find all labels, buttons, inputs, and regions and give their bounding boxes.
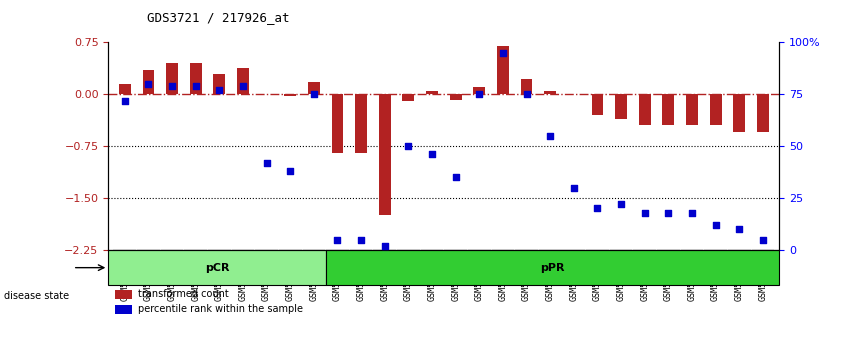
- Point: [236, 83, 250, 89]
- Point: [685, 210, 699, 215]
- Bar: [284, 94, 296, 96]
- Bar: [237, 68, 249, 94]
- Bar: [734, 94, 745, 132]
- Text: percentile rank within the sample: percentile rank within the sample: [139, 304, 303, 314]
- Point: [756, 237, 770, 242]
- Point: [165, 83, 179, 89]
- Point: [402, 143, 416, 149]
- Bar: [591, 94, 604, 115]
- Bar: [308, 82, 320, 94]
- Bar: [119, 84, 131, 94]
- FancyBboxPatch shape: [326, 250, 779, 285]
- Bar: [378, 94, 391, 215]
- Bar: [544, 91, 556, 94]
- Point: [591, 206, 604, 211]
- Point: [260, 160, 274, 166]
- Bar: [190, 63, 202, 94]
- Point: [708, 222, 722, 228]
- Point: [212, 87, 226, 93]
- Point: [520, 91, 533, 97]
- Point: [662, 210, 675, 215]
- Bar: [520, 79, 533, 94]
- Point: [425, 152, 439, 157]
- Bar: [213, 74, 225, 94]
- Bar: [497, 46, 509, 94]
- Point: [283, 168, 297, 174]
- Point: [637, 210, 651, 215]
- Bar: [686, 94, 698, 125]
- Point: [118, 98, 132, 103]
- Point: [354, 237, 368, 242]
- Bar: [449, 94, 462, 100]
- Bar: [332, 94, 344, 153]
- Point: [307, 91, 320, 97]
- Bar: [662, 94, 675, 125]
- Point: [331, 237, 345, 242]
- Bar: [757, 94, 769, 132]
- Text: pCR: pCR: [204, 263, 229, 273]
- Bar: [355, 94, 367, 153]
- Bar: [615, 94, 627, 119]
- Point: [189, 83, 203, 89]
- Bar: [166, 63, 178, 94]
- Bar: [403, 94, 414, 101]
- Point: [141, 81, 155, 87]
- Point: [496, 50, 510, 56]
- Point: [449, 175, 462, 180]
- Point: [378, 243, 391, 249]
- Bar: [639, 94, 650, 125]
- Bar: [426, 91, 438, 94]
- Text: pPR: pPR: [540, 263, 565, 273]
- Point: [472, 91, 486, 97]
- Text: transformed count: transformed count: [139, 289, 229, 299]
- Bar: [115, 305, 132, 314]
- Bar: [143, 70, 154, 94]
- Bar: [115, 290, 132, 299]
- Bar: [474, 87, 485, 94]
- Point: [733, 226, 746, 232]
- FancyBboxPatch shape: [108, 250, 326, 285]
- Text: disease state: disease state: [4, 291, 69, 301]
- Bar: [709, 94, 721, 125]
- Point: [567, 185, 581, 190]
- Point: [614, 201, 628, 207]
- Point: [543, 133, 557, 139]
- Text: GDS3721 / 217926_at: GDS3721 / 217926_at: [147, 11, 290, 24]
